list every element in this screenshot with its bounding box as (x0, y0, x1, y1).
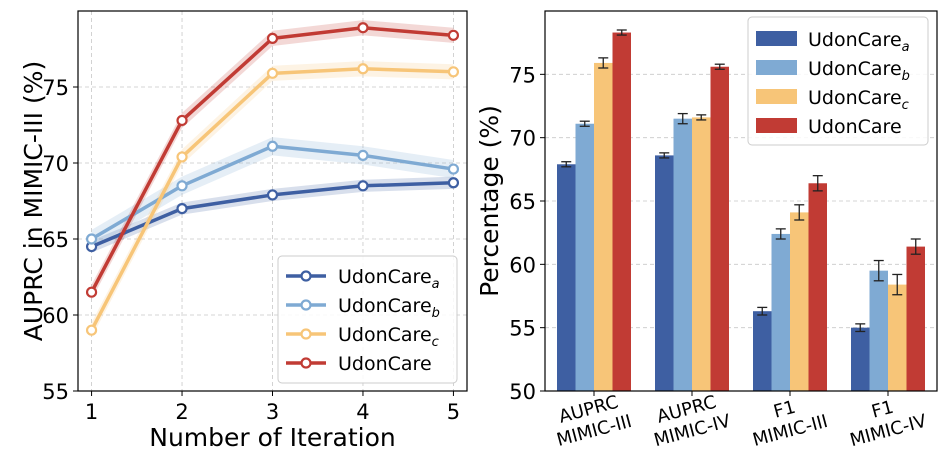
legend-label: UdonCarec (808, 87, 909, 113)
data-point (85, 233, 98, 245)
x-tick-label: AUPRCMIMIC-IV (646, 389, 733, 451)
legend-label: UdonCareb (338, 295, 440, 321)
legend-marker (300, 357, 312, 369)
y-tick-label: 75 (509, 63, 536, 87)
data-point (176, 114, 188, 127)
bar (851, 327, 870, 391)
data-point (447, 177, 460, 189)
bar (673, 118, 692, 392)
y-axis-title: Percentage (%) (475, 105, 504, 297)
y-tick-label: 70 (509, 127, 536, 151)
data-point (266, 140, 279, 152)
data-point (85, 324, 98, 336)
data-point (447, 163, 460, 175)
bar (710, 66, 729, 391)
data-point (357, 22, 369, 34)
confidence-band (91, 20, 454, 300)
y-tick-label: 65 (42, 228, 69, 252)
x-tick-label: 2 (175, 400, 188, 424)
x-tick-label: 1 (85, 400, 98, 424)
legend-swatch (756, 89, 797, 104)
x-tick-label: F1MIMIC-III (745, 390, 830, 451)
legend-swatch (756, 118, 797, 133)
data-point (176, 203, 188, 215)
data-point (357, 180, 369, 192)
legend-label: UdonCarea (808, 29, 910, 55)
bar (906, 246, 925, 391)
legend-label: UdonCare (338, 353, 432, 375)
bar (888, 284, 907, 391)
plot-frame (544, 10, 938, 392)
x-axis-title: Number of Iteration (149, 423, 395, 452)
legend-label: UdonCarec (338, 324, 439, 350)
y-tick-label: 70 (42, 152, 69, 176)
data-point (447, 66, 460, 78)
legend: UdonCarea UdonCareb UdonCarec UdonCare (747, 16, 929, 146)
x-tick-label: AUPRCMIMIC-III (549, 390, 634, 451)
y-tick-label: 50 (509, 380, 536, 404)
bar (753, 311, 772, 391)
data-point (176, 151, 188, 163)
bar (808, 183, 827, 391)
plot-frame (77, 10, 468, 392)
legend-label: UdonCarea (338, 266, 440, 292)
y-tick-label: 75 (42, 76, 69, 100)
legend-box (277, 255, 458, 384)
legend-box (747, 16, 929, 146)
data-point (357, 63, 369, 75)
bar (575, 123, 594, 391)
x-tick-label: 3 (266, 400, 279, 424)
y-tick-label: 60 (509, 253, 536, 277)
line-chart-auprc-vs-iteration: 55 60 65 70 75 1 2 3 4 5 Number of Iteration AUPRC … (19, 10, 468, 452)
data-point (266, 189, 279, 201)
bar (594, 62, 613, 391)
data-point (447, 29, 460, 41)
legend-label: UdonCareb (808, 58, 910, 84)
y-tick-label: 55 (42, 380, 69, 404)
bar (612, 32, 631, 392)
bar (655, 155, 674, 391)
y-tick-label: 60 (42, 304, 69, 328)
y-tick-label: 65 (509, 190, 536, 214)
x-tick-label: 4 (356, 400, 369, 424)
data-point (357, 149, 369, 161)
legend-swatch (756, 60, 797, 75)
legend-swatch (756, 31, 797, 46)
bar (869, 270, 888, 391)
legend-marker (300, 328, 312, 340)
data-point (176, 180, 188, 192)
legend-marker (300, 270, 312, 282)
legend-label: UdonCare (808, 116, 902, 138)
bar-chart-percentage: 505560657075AUPRCMIMIC-IIIAUPRCMIMIC-IVF… (475, 10, 938, 451)
x-tick-label: 5 (447, 400, 460, 424)
x-tick-label: F1MIMIC-IV (842, 389, 929, 451)
data-point (85, 286, 98, 298)
bar (790, 212, 809, 391)
data-point (266, 32, 279, 44)
y-axis-title: AUPRC in MIMIC-III (%) (19, 61, 48, 341)
data-point (266, 67, 279, 79)
bar (692, 117, 711, 392)
bar (557, 164, 576, 391)
y-tick-label: 55 (509, 317, 536, 341)
legend: UdonCarea UdonCareb UdonCarec UdonCare (277, 255, 458, 384)
bar (771, 233, 790, 391)
legend-marker (300, 299, 312, 311)
